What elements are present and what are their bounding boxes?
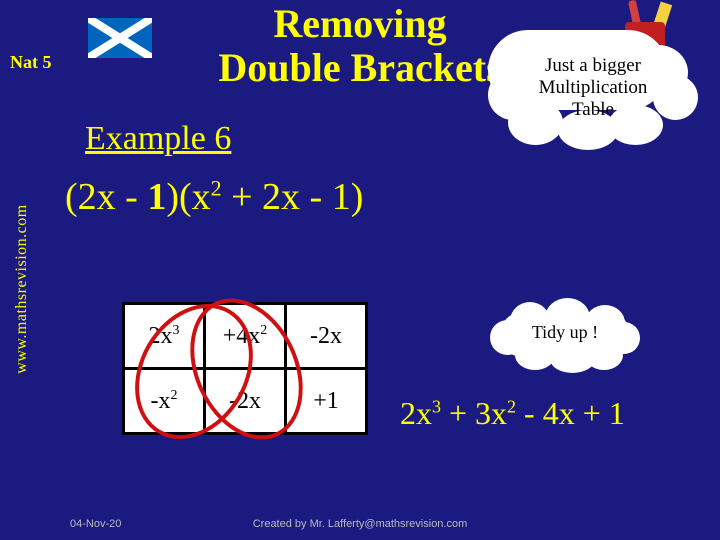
side-url: www.mathsrevision.com <box>13 179 31 399</box>
scotland-flag-icon <box>80 10 160 65</box>
slide: Nat 5 Removing Double Brackets www.maths… <box>0 0 720 540</box>
example-heading: Example 6 <box>85 120 231 158</box>
title-line-1: Removing <box>273 1 446 46</box>
final-answer: 2x3 + 3x2 - 4x + 1 <box>400 395 625 432</box>
hint-cloud-text: Just a bigger Multiplication Table <box>488 55 698 121</box>
hint-cloud: Just a bigger Multiplication Table <box>488 30 698 145</box>
title-line-2: Double Brackets <box>218 45 501 90</box>
footer-credit: Created by Mr. Lafferty@mathsrevision.co… <box>0 518 720 530</box>
tidy-cloud: Tidy up ! <box>490 300 640 370</box>
level-label: Nat 5 <box>10 52 52 73</box>
tidy-cloud-text: Tidy up ! <box>490 322 640 343</box>
expression: (2x - 1)(x2 + 2x - 1) <box>65 175 363 219</box>
